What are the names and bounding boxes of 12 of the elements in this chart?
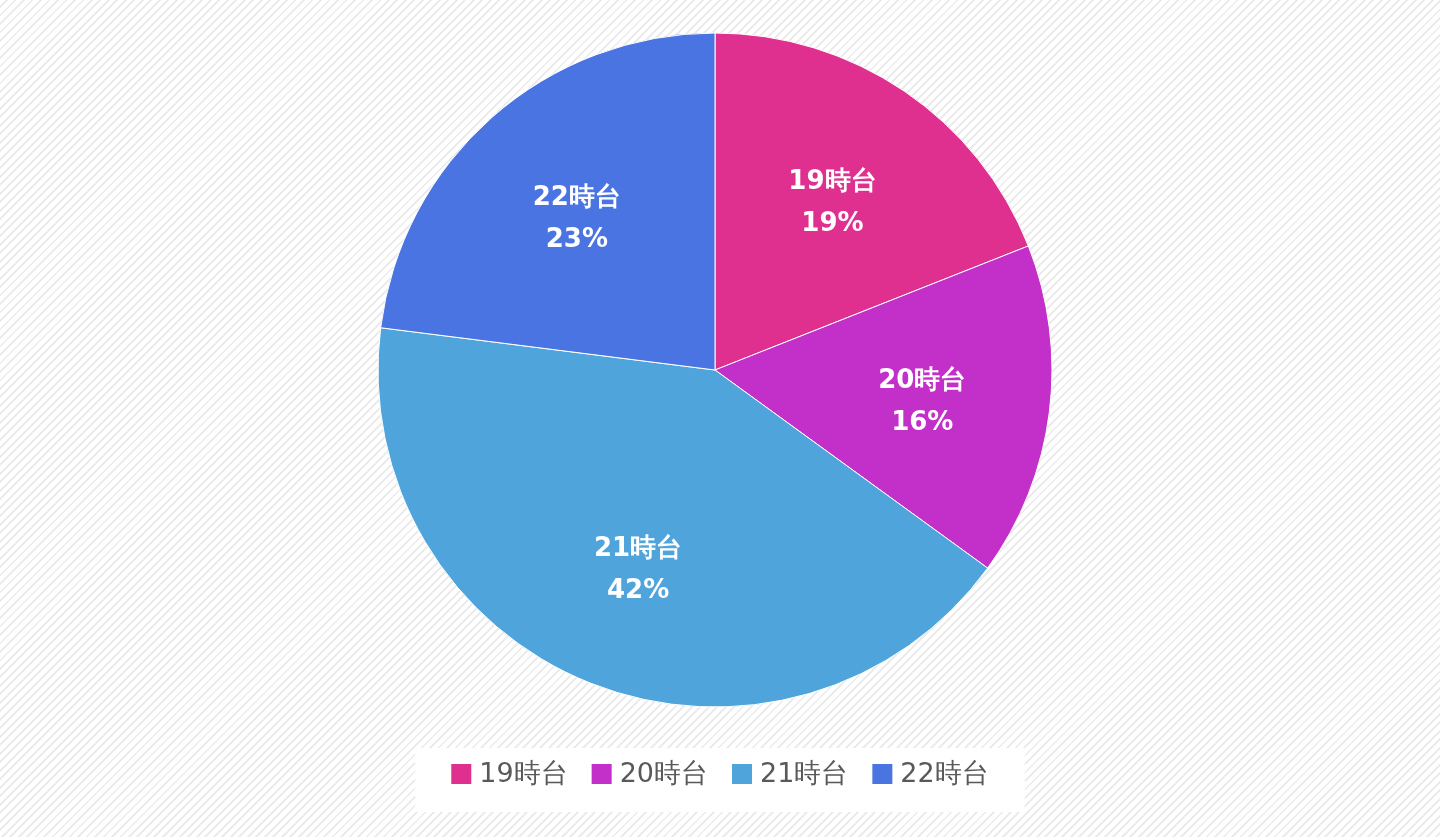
slice-label: 21時台 bbox=[593, 532, 683, 563]
data-label: 42% bbox=[606, 574, 670, 605]
data-label: 19% bbox=[801, 207, 864, 238]
legend-label: 21時台 bbox=[760, 757, 849, 788]
legend-label: 20時台 bbox=[619, 757, 708, 788]
legend-label: 22時台 bbox=[900, 757, 989, 788]
legend-label: 19時台 bbox=[479, 757, 568, 788]
slice-label: 19時台 bbox=[788, 165, 877, 196]
data-label: 23% bbox=[545, 223, 608, 254]
data-label: 16% bbox=[891, 406, 954, 437]
slice-label: 20時台 bbox=[878, 364, 967, 395]
slice-label: 22時台 bbox=[532, 181, 621, 212]
